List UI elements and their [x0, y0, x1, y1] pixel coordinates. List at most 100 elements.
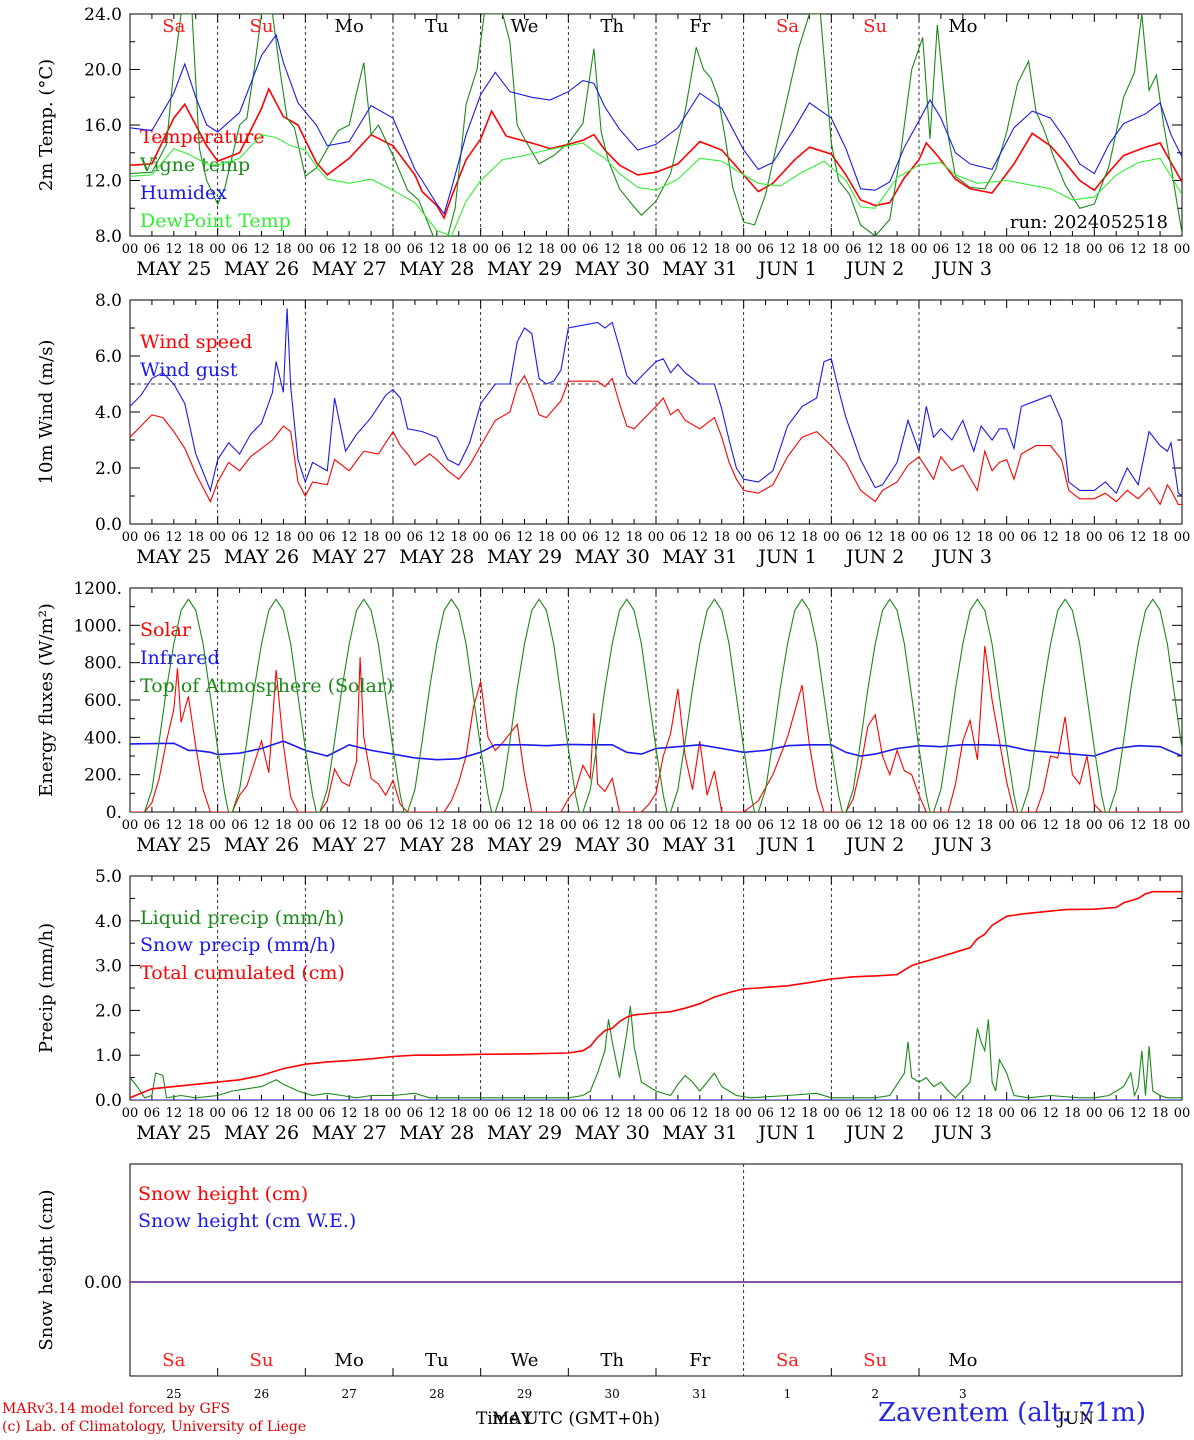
hour-tick-label: 00	[122, 1106, 139, 1121]
series-line-wind-gust	[130, 308, 1182, 497]
hour-tick-label: 12	[604, 242, 621, 257]
hour-tick-label: 00	[735, 530, 752, 545]
legend-entry: Solar	[140, 619, 192, 641]
hour-tick-label: 18	[187, 818, 204, 833]
legend-entry: Snow height (cm)	[138, 1183, 308, 1205]
date-label: JUN 2	[844, 546, 904, 568]
date-label: MAY 27	[312, 546, 387, 568]
y-tick-label: 0.00	[84, 1273, 122, 1293]
hour-tick-label: 18	[1152, 530, 1169, 545]
date-label: MAY 27	[312, 1122, 387, 1144]
hour-tick-label: 12	[1042, 530, 1059, 545]
hour-tick-label: 00	[648, 1106, 665, 1121]
series-line-dewpoint-temp	[130, 134, 1182, 236]
hour-tick-label: 00	[1086, 818, 1103, 833]
hour-tick-label: 18	[889, 818, 906, 833]
weekday-label: Th	[600, 16, 624, 37]
hour-tick-label: 06	[144, 1106, 161, 1121]
hour-tick-label: 18	[363, 530, 380, 545]
hour-tick-label: 06	[670, 530, 687, 545]
legend-entry: Temperature	[140, 126, 264, 148]
date-label: MAY 29	[487, 834, 562, 856]
hour-tick-label: 00	[297, 242, 314, 257]
hour-tick-label: 18	[976, 530, 993, 545]
legend-entry: Snow height (cm W.E.)	[138, 1210, 356, 1232]
weekday-label: Sa	[776, 1350, 799, 1371]
hour-tick-label: 06	[757, 1106, 774, 1121]
credit-line-lab: (c) Lab. of Climatology, University of L…	[2, 1419, 307, 1435]
y-tick-label: 0.	[106, 803, 122, 823]
weekday-label: Sa	[162, 1350, 185, 1371]
hour-tick-label: 18	[713, 1106, 730, 1121]
hour-tick-label: 12	[516, 1106, 533, 1121]
panel-2: 00 06 12 18 00 06 12 18 00 06 12 18 00 06 12 18 00 06 12 18…	[36, 291, 1190, 568]
series-line-humidex	[130, 33, 1182, 216]
date-label: MAY 28	[399, 1122, 474, 1144]
weekday-label: Su	[250, 16, 274, 37]
date-label: JUN 2	[844, 258, 904, 280]
hour-tick-label: 12	[166, 530, 183, 545]
series-line-liquid-precip-mm-h-	[130, 1005, 1182, 1099]
hour-tick-label: 06	[319, 818, 336, 833]
y-tick-label: 1.0	[95, 1046, 122, 1066]
hour-tick-label: 18	[713, 242, 730, 257]
hour-tick-label: 18	[976, 242, 993, 257]
weekday-label: Mo	[335, 16, 364, 37]
legend-entry: Top of Atmosphere (Solar)	[140, 675, 393, 697]
hour-tick-label: 06	[582, 1106, 599, 1121]
hour-tick-label: 00	[648, 818, 665, 833]
y-tick-label: 6.0	[95, 347, 122, 367]
y-tick-label: 800.	[84, 654, 122, 674]
hour-tick-label: 12	[604, 818, 621, 833]
hour-tick-label: 12	[166, 242, 183, 257]
hour-tick-label: 06	[757, 530, 774, 545]
y-tick-label: 1200.	[73, 579, 122, 599]
hour-tick-label: 00	[472, 242, 489, 257]
hour-tick-label: 18	[187, 1106, 204, 1121]
y-tick-label: 0.0	[95, 1091, 122, 1111]
hour-tick-label: 12	[779, 530, 796, 545]
hour-tick-label: 06	[582, 242, 599, 257]
date-label: MAY 31	[662, 546, 737, 568]
hour-tick-label: 06	[407, 818, 424, 833]
hour-tick-label: 06	[319, 530, 336, 545]
hour-tick-label: 06	[407, 1106, 424, 1121]
hour-tick-label: 00	[735, 1106, 752, 1121]
hour-tick-label: 18	[801, 242, 818, 257]
hour-tick-label: 12	[779, 818, 796, 833]
hour-tick-label: 18	[889, 242, 906, 257]
legend-entry: Infrared	[140, 647, 220, 669]
date-label: MAY 29	[487, 546, 562, 568]
hour-tick-label: 18	[1152, 818, 1169, 833]
hour-tick-label: 06	[144, 818, 161, 833]
hour-tick-label: 18	[626, 1106, 643, 1121]
hour-tick-label: 18	[450, 818, 467, 833]
hour-tick-label: 18	[1152, 1106, 1169, 1121]
hour-tick-label: 00	[998, 242, 1015, 257]
hour-tick-label: 00	[911, 1106, 928, 1121]
hour-tick-label: 18	[538, 1106, 555, 1121]
date-label: JUN 1	[756, 546, 816, 568]
hour-tick-label: 00	[472, 1106, 489, 1121]
hour-tick-label: 18	[450, 530, 467, 545]
hour-tick-label: 00	[209, 818, 226, 833]
hour-tick-label: 06	[407, 242, 424, 257]
model-credit: MARv3.14 model forced by GFS (c) Lab. of…	[2, 1400, 306, 1436]
legend-entry: Liquid precip (mm/h)	[140, 907, 344, 929]
hour-tick-label: 00	[297, 530, 314, 545]
hour-tick-label: 06	[494, 242, 511, 257]
day-number-label: 25	[166, 1387, 181, 1401]
day-number-label: 2	[871, 1387, 879, 1401]
hour-tick-label: 06	[231, 530, 248, 545]
hour-tick-label: 12	[253, 242, 270, 257]
hour-tick-label: 12	[1042, 818, 1059, 833]
hour-tick-label: 06	[670, 242, 687, 257]
hour-tick-label: 00	[998, 530, 1015, 545]
hour-tick-label: 06	[1020, 530, 1037, 545]
day-number-label: 28	[429, 1387, 444, 1401]
hour-tick-label: 06	[1020, 818, 1037, 833]
hour-tick-label: 18	[801, 530, 818, 545]
date-label: MAY 29	[487, 1122, 562, 1144]
date-label: MAY 26	[224, 1122, 299, 1144]
